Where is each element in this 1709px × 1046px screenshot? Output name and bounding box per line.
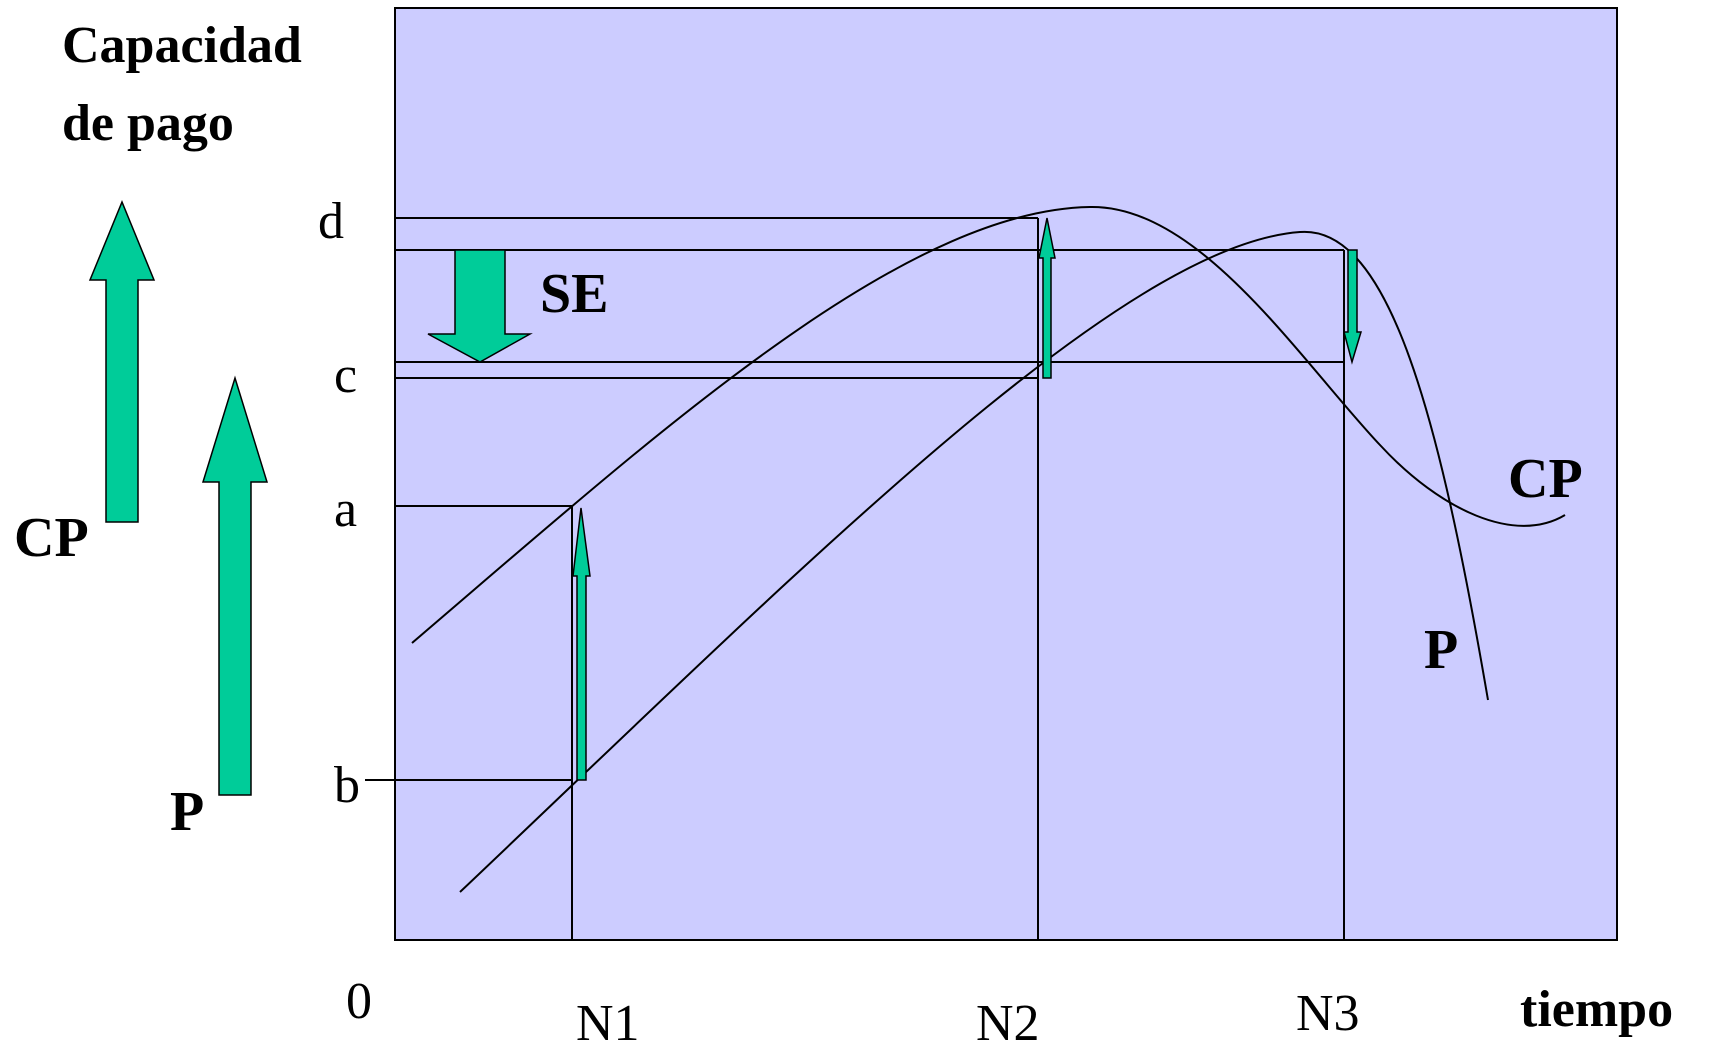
horizontal-reference-lines [365,217,1344,781]
y-level-d: d [318,193,344,250]
x-level-n3: N3 [1296,985,1360,1042]
y-level-c: c [334,347,357,404]
arrow-c-to-d [1038,217,1056,379]
curves [411,205,1566,893]
arrow-b-to-a [572,507,591,781]
se-down-arrow [427,249,533,363]
x-level-n2: N2 [976,995,1040,1046]
legend-arrow-p [201,375,269,796]
x-level-n1: N1 [576,995,640,1046]
legend-label-cp: CP [14,507,89,569]
vertical-reference-lines [571,218,1345,940]
p-curve-label: P [1424,619,1458,681]
origin-label: 0 [346,973,372,1030]
plot-area [394,7,1618,941]
y-level-b: b [334,757,360,814]
legend-arrow-cp [88,200,156,523]
p-curve [459,230,1489,893]
x-axis-label: tiempo [1520,981,1673,1038]
y-level-a: a [334,481,357,538]
legend-arrows [88,200,269,796]
cp-curve-label: CP [1508,448,1583,510]
se-label: SE [540,263,609,325]
legend-label-p: P [170,781,204,843]
y-axis-label-line1: Capacidad [62,17,302,74]
plot-arrows [572,217,1363,781]
cp-curve [411,205,1566,644]
arrow-down-n3 [1343,249,1363,365]
y-axis-label-line2: de pago [62,95,234,152]
